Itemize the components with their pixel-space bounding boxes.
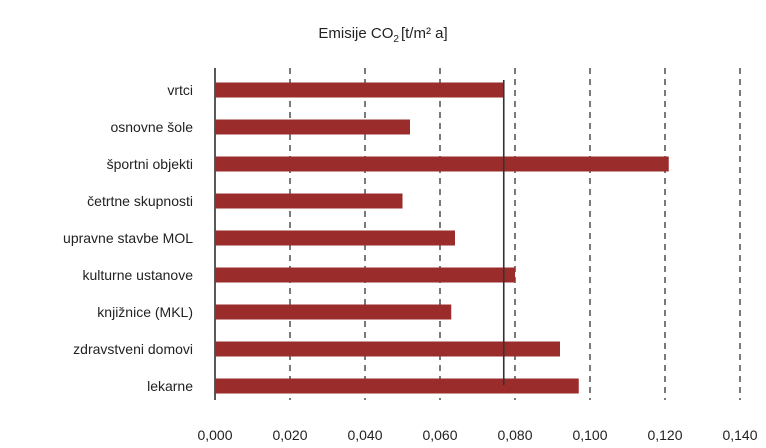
bar-3 [215,156,669,172]
category-label: vrtci [167,82,193,98]
category-label: zdravstveni domovi [73,341,193,357]
bar-1 [215,82,504,98]
x-tick-label: 0,140 [722,427,757,443]
category-labels: vrtci osnovne šole športni objekti četrtne … [63,82,193,394]
x-tick-label: 0,040 [347,427,382,443]
category-label: športni objekti [107,156,193,172]
category-label: lekarne [147,378,193,394]
bar-2 [215,119,410,135]
bar-4 [215,193,403,209]
category-label: upravne stavbe MOL [63,230,193,246]
chart-title-subscript: 2 [393,34,399,45]
bar-7 [215,304,452,320]
x-tick-label: 0,120 [647,427,682,443]
x-tick-label: 0,000 [197,427,232,443]
bar-6 [215,267,515,283]
category-label: četrtne skupnosti [87,193,193,209]
bar-5 [215,230,455,246]
category-label: kulturne ustanove [82,267,193,283]
bar-9 [215,378,579,394]
chart-title-unit: [t/m² a] [401,25,448,42]
x-tick-label: 0,080 [497,427,532,443]
x-tick-label: 0,100 [572,427,607,443]
category-label: knjižnice (MKL) [97,304,193,320]
x-tick-label: 0,060 [422,427,457,443]
chart-title-main: Emisije CO [318,25,393,42]
chart-title: Emisije CO2 [t/m² a] [318,25,447,45]
bars [215,82,669,394]
bar-8 [215,341,560,357]
x-tick-labels: 0,000 0,020 0,040 0,060 0,080 0,100 0,120 0,140 [197,427,757,443]
category-label: osnovne šole [110,119,193,135]
x-tick-label: 0,020 [272,427,307,443]
